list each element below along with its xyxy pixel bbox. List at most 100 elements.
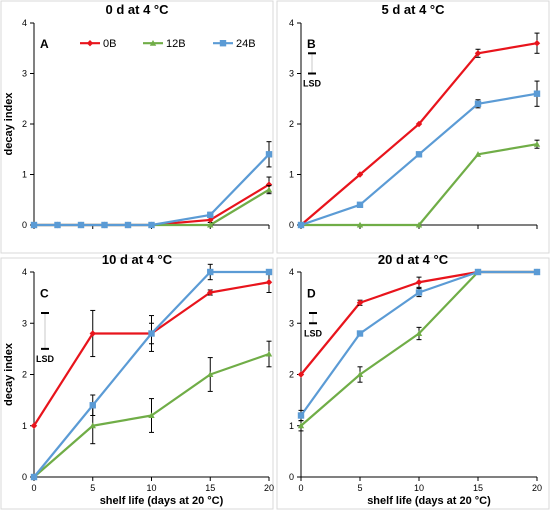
data-point bbox=[265, 181, 273, 188]
data-point bbox=[54, 221, 61, 229]
data-point bbox=[297, 422, 305, 429]
y-tick-label: 1 bbox=[22, 170, 27, 180]
series-12b bbox=[30, 185, 273, 228]
data-point bbox=[265, 279, 273, 286]
data-point bbox=[207, 371, 214, 378]
legend-label: 24B bbox=[236, 38, 256, 50]
y-tick-label: 3 bbox=[22, 69, 27, 79]
panel-letter: D bbox=[307, 287, 316, 301]
y-tick-label: 2 bbox=[289, 370, 294, 380]
y-tick-label: 3 bbox=[289, 318, 294, 328]
lsd-bar: LSD bbox=[36, 312, 55, 364]
y-tick-label: 1 bbox=[289, 170, 294, 180]
series-24b bbox=[297, 80, 541, 229]
legend-item-12b: 12B bbox=[143, 38, 186, 50]
x-tick-label: 0 bbox=[298, 483, 303, 493]
series-line bbox=[34, 188, 270, 227]
panel-letter: A bbox=[40, 37, 49, 51]
data-point bbox=[124, 221, 132, 229]
data-point bbox=[474, 50, 482, 57]
x-tick-label: 0 bbox=[31, 483, 36, 493]
panel-frame bbox=[0, 0, 274, 254]
y-tick-label: 3 bbox=[289, 69, 294, 79]
data-point bbox=[356, 201, 364, 208]
x-tick-label: 20 bbox=[532, 483, 542, 493]
panel-title: 10 d at 4 °C bbox=[102, 252, 173, 267]
data-point bbox=[533, 268, 541, 276]
lsd-label: LSD bbox=[36, 354, 55, 364]
panel-letter: C bbox=[40, 287, 49, 301]
y-tick-label: 0 bbox=[22, 220, 27, 230]
lsd-label: LSD bbox=[303, 79, 322, 89]
data-point bbox=[207, 221, 214, 228]
data-point bbox=[297, 412, 305, 419]
data-point bbox=[89, 422, 96, 429]
data-point bbox=[207, 289, 214, 296]
data-point bbox=[474, 268, 482, 276]
panel-title: 20 d at 4 °C bbox=[378, 252, 449, 267]
series-line bbox=[300, 42, 538, 226]
y-tick-label: 0 bbox=[22, 472, 27, 482]
data-point bbox=[356, 330, 364, 337]
y-tick-label: 2 bbox=[289, 119, 294, 129]
data-point bbox=[356, 299, 364, 306]
data-point bbox=[533, 90, 541, 97]
y-tick-label: 3 bbox=[22, 318, 27, 328]
series-line bbox=[34, 153, 270, 227]
data-point bbox=[148, 221, 155, 229]
data-point bbox=[415, 151, 423, 158]
data-point bbox=[101, 221, 108, 229]
data-point bbox=[207, 268, 214, 276]
legend-swatch-marker bbox=[219, 40, 227, 47]
y-tick-label: 1 bbox=[22, 421, 27, 431]
y-tick-label: 4 bbox=[289, 267, 294, 277]
y-tick-label: 2 bbox=[22, 370, 27, 380]
x-tick-label: 5 bbox=[357, 483, 362, 493]
data-point bbox=[356, 371, 364, 378]
legend-item-24b: 24B bbox=[213, 38, 256, 50]
y-tick-label: 1 bbox=[289, 421, 294, 431]
data-point bbox=[474, 151, 482, 157]
data-point bbox=[148, 412, 155, 419]
series-24b bbox=[297, 268, 541, 422]
data-point bbox=[297, 221, 305, 229]
data-point bbox=[356, 171, 364, 178]
data-point bbox=[474, 100, 482, 107]
legend: 0B 12B 24B bbox=[80, 38, 256, 50]
y-tick-label: 0 bbox=[289, 220, 294, 230]
data-point bbox=[89, 330, 96, 337]
legend-swatch-marker bbox=[86, 40, 94, 47]
series-24b bbox=[30, 141, 273, 229]
panel-letter: B bbox=[307, 37, 316, 51]
legend-label: 0B bbox=[103, 38, 116, 50]
series-24b bbox=[30, 263, 273, 481]
panel-frame bbox=[276, 257, 550, 510]
legend-swatch-marker bbox=[149, 40, 157, 46]
data-point bbox=[265, 268, 273, 276]
series-0b bbox=[30, 176, 273, 229]
y-tick-label: 0 bbox=[289, 472, 294, 482]
data-point bbox=[265, 151, 273, 158]
x-tick-label: 10 bbox=[146, 483, 156, 493]
data-point bbox=[30, 422, 38, 429]
x-tick-label: 10 bbox=[414, 483, 424, 493]
data-point bbox=[30, 221, 38, 229]
data-point bbox=[207, 211, 214, 219]
data-point bbox=[89, 402, 96, 409]
data-point bbox=[415, 330, 423, 337]
legend-label: 12B bbox=[166, 38, 186, 50]
data-point bbox=[30, 473, 38, 481]
panel-b: 0 1 2 3 4 5 d at 4 °C B LSD bbox=[276, 0, 550, 254]
x-axis-label: shelf life (days at 20 °C) bbox=[367, 495, 491, 507]
data-point bbox=[207, 216, 214, 224]
y-tick-label: 4 bbox=[22, 267, 27, 277]
x-tick-label: 20 bbox=[264, 483, 274, 493]
data-point bbox=[533, 40, 541, 47]
data-point bbox=[265, 350, 273, 357]
panel-title: 5 d at 4 °C bbox=[382, 2, 446, 17]
